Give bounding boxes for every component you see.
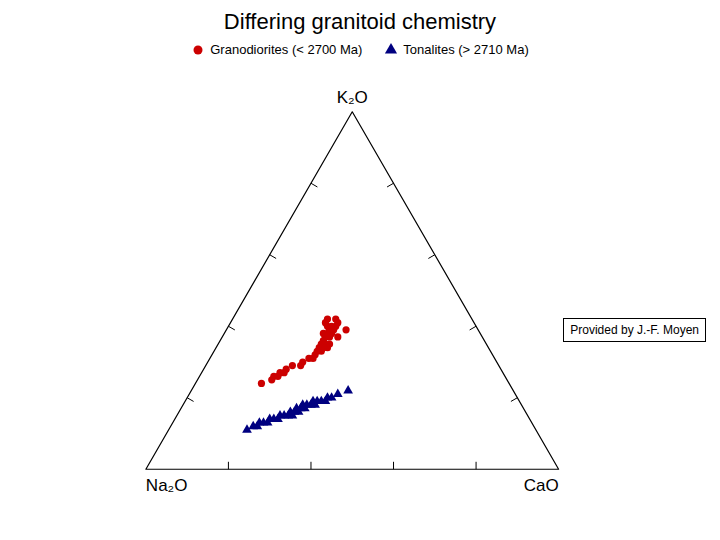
html-text:Differing granitoid chemistry: Differing granitoid chemistry [223,9,497,34]
svg-text:K₂O: K₂O [337,88,368,107]
svg-text:CaO: CaO [524,476,559,495]
svg-text:Na₂O: Na₂O [146,476,188,495]
html-text:Granodiorites (< 2700 Ma): Granodiorites (< 2700 Ma) [210,42,363,57]
html-text:Tonalites (> 2710 Ma): Tonalites (> 2710 Ma) [403,42,529,57]
html-text:Provided by J.-F. Moyen: Provided by J.-F. Moyen [570,322,699,337]
